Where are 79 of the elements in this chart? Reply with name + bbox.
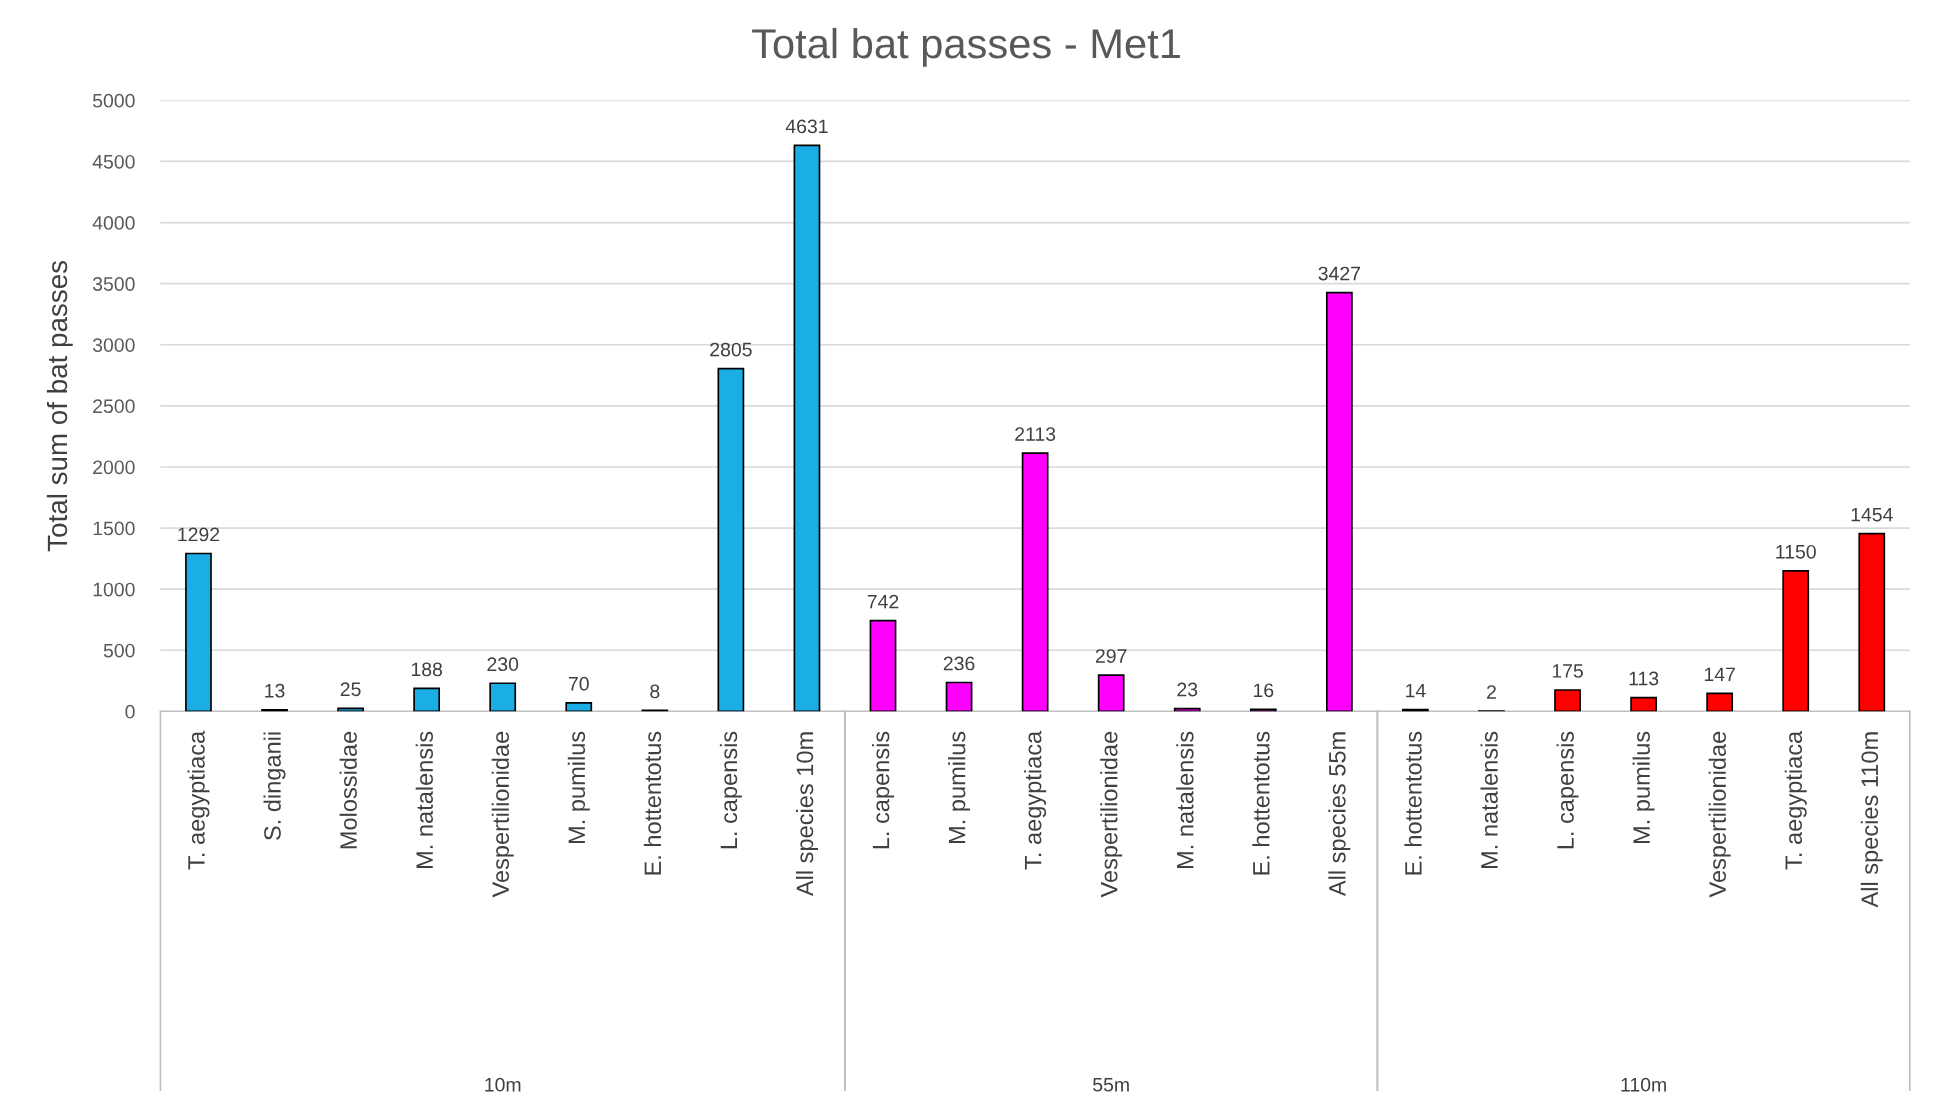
data-label: 13: [265, 683, 285, 698]
bar: [1325, 291, 1353, 712]
x-tick-label: S. dinganii: [263, 732, 286, 840]
bar: [1554, 689, 1581, 712]
bar: [1630, 696, 1657, 712]
x-tick-label: T. aegyptiaca: [187, 730, 210, 870]
bar: [337, 707, 364, 712]
x-tick-label: Vespertilionidae: [1708, 731, 1731, 898]
data-label: 14: [1406, 683, 1426, 698]
data-label: 236: [943, 656, 975, 671]
x-tick-label: E. hottentotus: [1252, 731, 1270, 875]
data-label: 4631: [785, 119, 828, 134]
data-label: 2805: [710, 342, 752, 357]
bar: [793, 144, 821, 712]
text: 55m: [1093, 1078, 1129, 1092]
chart-title: Total bat passes - Met1: [752, 27, 1180, 67]
bar: [1706, 692, 1734, 712]
bar: [945, 681, 973, 712]
x-tick-label: M. pumilus: [567, 731, 590, 844]
data-label: 3427: [1318, 266, 1361, 281]
bar: [565, 701, 593, 712]
y-tick-label: 3500: [92, 277, 135, 291]
x-tick-label: E. hottentotus: [643, 731, 662, 875]
x-tick-label: E. hottentotus: [1404, 731, 1422, 875]
y-tick-label: 1000: [93, 582, 135, 597]
y-tick-label: 0: [125, 704, 135, 719]
data-label: 188: [411, 662, 443, 677]
text: 110m: [1621, 1077, 1666, 1092]
x-tick-label: All species 55m: [1328, 732, 1351, 897]
data-label: 16: [1253, 683, 1274, 698]
y-tick-label: 1500: [93, 521, 135, 536]
data-label: 230: [487, 657, 519, 672]
y-tick-label: 4500: [92, 154, 135, 169]
y-tick-label: 3000: [92, 338, 135, 352]
x-tick-label: L. capensis: [872, 731, 895, 849]
data-label: 175: [1552, 664, 1583, 678]
data-label: 742: [867, 594, 899, 609]
bar: [869, 619, 897, 712]
data-label: 70: [568, 676, 589, 691]
x-tick-label: All species 110m: [1860, 732, 1883, 908]
data-label: 297: [1095, 649, 1127, 663]
data-label: 25: [340, 682, 361, 697]
bar: [185, 552, 212, 712]
x-tick-label: M. natalensis: [1480, 731, 1498, 868]
data-label: 23: [1177, 682, 1198, 697]
x-tick-label: M. natalensis: [415, 731, 433, 868]
y-tick-label: 4000: [92, 216, 135, 230]
x-tick-label: M. natalensis: [1176, 731, 1194, 868]
x-tick-label: L. capensis: [719, 731, 742, 849]
y-axis-title: Total sum of bat passes: [46, 260, 73, 552]
data-label: 1292: [178, 527, 220, 542]
x-tick-label: Molossidae: [339, 731, 357, 849]
x-tick-label: M. pumilus: [1632, 731, 1655, 844]
bar: [413, 687, 441, 712]
y-tick-label: 5000: [92, 93, 135, 108]
bar: [1858, 532, 1886, 712]
bar: [1021, 452, 1049, 712]
y-tick-label: 2500: [93, 399, 135, 414]
x-tick-label: Vespertilionidae: [1100, 731, 1123, 898]
x-tick-label: All species 10m: [795, 732, 818, 897]
x-tick-label: T. aegyptiaca: [1024, 730, 1047, 870]
y-tick-label: 2000: [93, 460, 135, 475]
data-label: 2113: [1015, 427, 1056, 441]
text: 10m: [485, 1077, 521, 1092]
bar: [1782, 570, 1810, 712]
data-label: 2: [1487, 685, 1496, 699]
x-tick-label: M. pumilus: [948, 731, 971, 844]
y-tick-label: 500: [103, 643, 135, 658]
x-tick-label: L. capensis: [1556, 731, 1579, 849]
data-label: 8: [650, 684, 660, 699]
x-tick-label: Vespertilionidae: [491, 731, 514, 898]
data-label: 1150: [1776, 544, 1816, 559]
data-label: 147: [1704, 667, 1735, 682]
bar: [1097, 674, 1125, 712]
data-label: 113: [1629, 671, 1659, 686]
data-label: 1454: [1851, 507, 1893, 522]
x-tick-label: T. aegyptiaca: [1784, 730, 1807, 870]
bar: [717, 367, 745, 712]
bar: [489, 682, 517, 712]
